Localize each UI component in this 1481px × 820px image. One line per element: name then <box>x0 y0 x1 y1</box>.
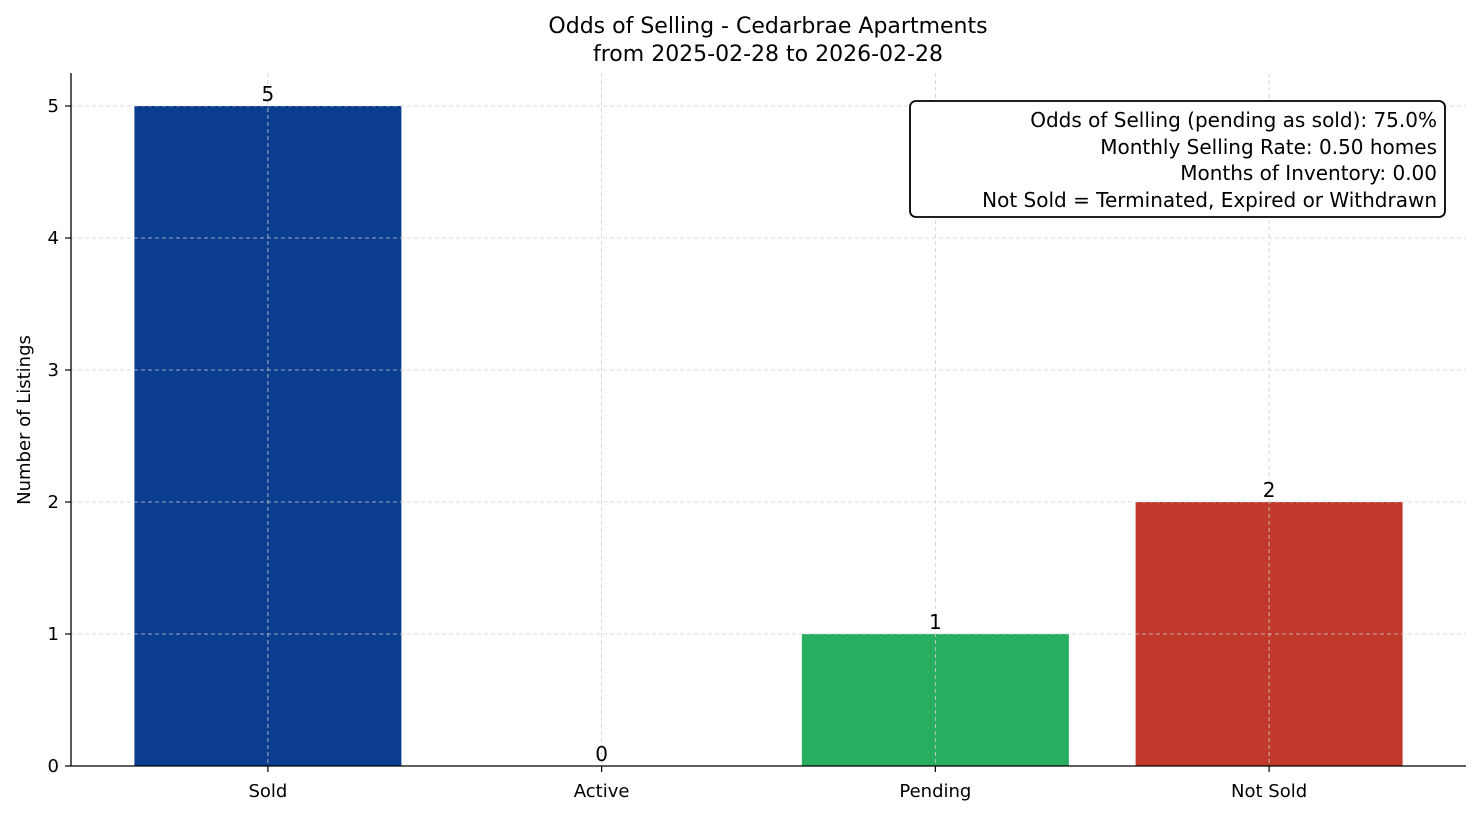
bar-sold <box>134 106 402 766</box>
data-label: 5 <box>262 82 275 106</box>
x-tick-label: Pending <box>899 781 971 802</box>
x-tick-label: Sold <box>248 781 287 802</box>
data-label: 2 <box>1263 478 1276 502</box>
annotation-line: Not Sold = Terminated, Expired or Withdr… <box>982 188 1437 212</box>
x-tick-label: Active <box>574 781 630 802</box>
y-tick-label: 3 <box>48 360 59 381</box>
y-tick-label: 0 <box>48 756 59 777</box>
chart-subtitle: from 2025-02-28 to 2026-02-28 <box>593 42 943 67</box>
annotation-line: Months of Inventory: 0.00 <box>1180 161 1437 185</box>
data-label: 0 <box>595 742 608 766</box>
y-tick-label: 2 <box>48 492 59 513</box>
data-labels: 5 0 1 2 <box>262 82 1276 766</box>
y-axis-label: Number of Listings <box>14 335 35 505</box>
y-tick-label: 4 <box>48 228 59 249</box>
y-tick-label: 1 <box>48 624 59 645</box>
annotation-box: Odds of Selling (pending as sold): 75.0%… <box>909 100 1446 218</box>
chart-title: Odds of Selling - Cedarbrae Apartments <box>548 14 987 39</box>
annotation-line: Monthly Selling Rate: 0.50 homes <box>1100 135 1437 159</box>
ticks: 0 1 2 3 4 5 Sold Active Pending Not Sold <box>48 96 1308 802</box>
annotation-line: Odds of Selling (pending as sold): 75.0% <box>1030 108 1437 132</box>
axes <box>70 73 1466 767</box>
data-label: 1 <box>929 610 942 634</box>
x-tick-label: Not Sold <box>1231 781 1307 802</box>
y-tick-label: 5 <box>48 96 59 117</box>
